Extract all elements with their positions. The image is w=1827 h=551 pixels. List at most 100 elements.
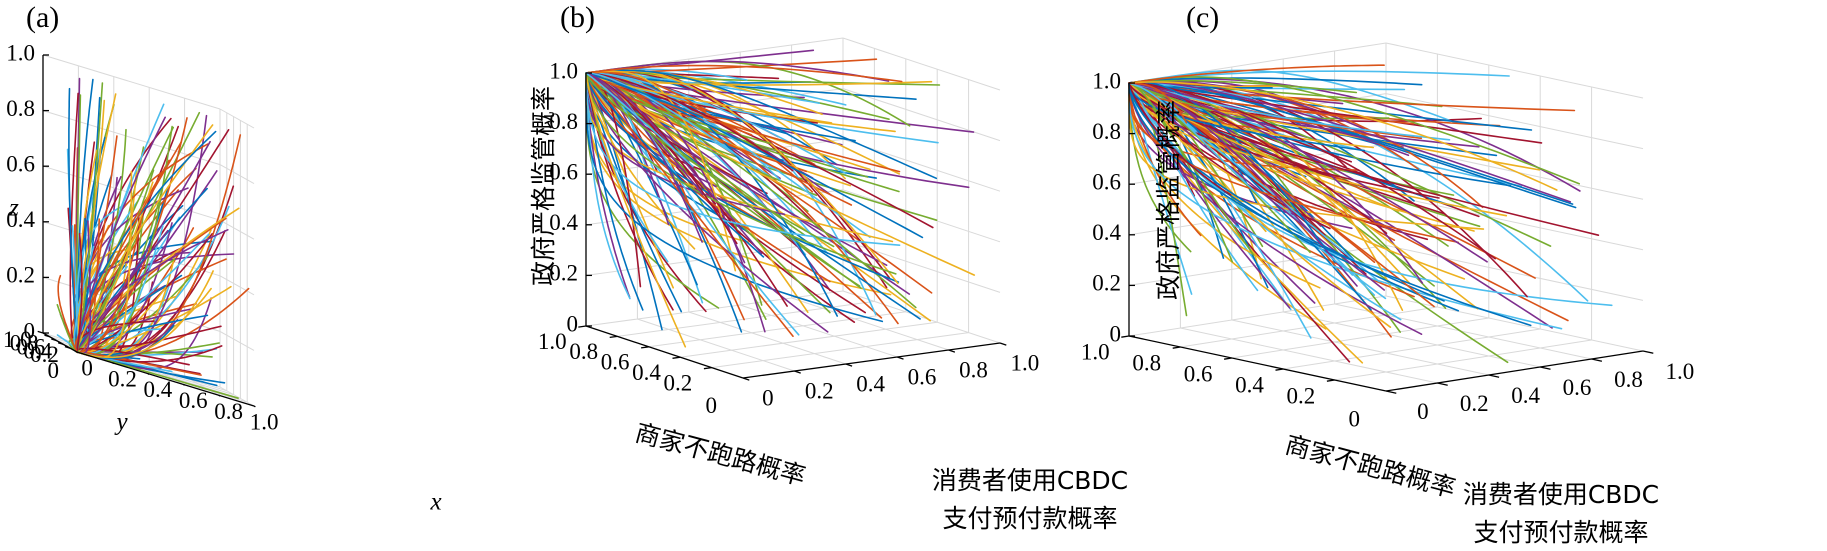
trajectory-series-132 bbox=[585, 64, 903, 83]
y-axis-line bbox=[585, 325, 744, 379]
trajectory-series-148 bbox=[1128, 82, 1232, 196]
trajectory-series-142 bbox=[1128, 82, 1366, 152]
x-axis-line bbox=[742, 342, 1001, 379]
y-tick-mark bbox=[44, 334, 50, 338]
trajectory-series-143 bbox=[585, 72, 757, 170]
grid-line bbox=[1128, 295, 1387, 337]
trajectory-series-118 bbox=[1128, 76, 1580, 185]
grid-line bbox=[42, 54, 221, 110]
y-axis-title: y bbox=[113, 409, 128, 436]
trajectory-series-128 bbox=[76, 351, 202, 376]
y-tick-mark bbox=[1275, 368, 1284, 371]
grid-line bbox=[219, 219, 255, 240]
z-tick-label: 0.8 bbox=[1092, 119, 1121, 144]
grid-line bbox=[1180, 306, 1438, 348]
grid-line bbox=[1283, 311, 1541, 368]
x-tick-label: 0 bbox=[81, 356, 93, 381]
trajectory-series-140 bbox=[585, 72, 833, 124]
y-tick-label: 0.2 bbox=[1287, 383, 1316, 408]
y-tick-label: 0.6 bbox=[17, 334, 46, 359]
trajectory-series-57 bbox=[585, 72, 631, 298]
x-axis-title-line2: 支付预付款概率 bbox=[942, 504, 1117, 533]
z-tick-label: 0.8 bbox=[549, 109, 578, 134]
z-tick-label: 0.6 bbox=[6, 151, 35, 176]
x-tick-label: 0 bbox=[762, 386, 774, 411]
trajectory-series-42 bbox=[1128, 69, 1457, 124]
trajectories bbox=[56, 77, 250, 399]
grid-line bbox=[219, 330, 255, 351]
panel-label: (b) bbox=[560, 1, 595, 34]
x-axis-title: x bbox=[429, 489, 441, 516]
trajectory-series-117 bbox=[76, 125, 173, 355]
x-tick-mark bbox=[896, 356, 904, 360]
x-tick-mark bbox=[218, 394, 221, 397]
trajectory-series-120 bbox=[585, 72, 786, 216]
trajectory-series-136 bbox=[1128, 82, 1460, 244]
trajectory-series-41 bbox=[1128, 82, 1192, 253]
z-tick-label: 1.0 bbox=[1092, 68, 1121, 93]
y-tick-label: 1.0 bbox=[538, 329, 567, 354]
x-tick-label: 1.0 bbox=[1665, 359, 1694, 384]
z-tick-label: 0 bbox=[24, 318, 36, 343]
x-tick-mark bbox=[1591, 358, 1603, 362]
z-tick-label: 0.4 bbox=[549, 210, 578, 235]
x-axis-line bbox=[1385, 350, 1644, 392]
grid-line bbox=[1283, 328, 1541, 370]
grid-line bbox=[1334, 303, 1592, 360]
z-tick-label: 0.2 bbox=[549, 261, 578, 286]
x-tick-mark bbox=[182, 383, 185, 386]
x-tick-mark bbox=[1540, 366, 1551, 370]
grid-line bbox=[842, 37, 1001, 91]
x-tick-label: 0.4 bbox=[144, 377, 173, 402]
x-axis-line bbox=[76, 351, 255, 407]
y-axis-title: 商家不跑路概率 bbox=[1282, 430, 1459, 503]
trajectory-series-149 bbox=[1128, 82, 1532, 327]
trajectory-series-99 bbox=[585, 60, 890, 82]
grid-line bbox=[1231, 317, 1489, 359]
trajectory-series-150 bbox=[76, 270, 214, 359]
trajectory-series-150 bbox=[585, 72, 694, 168]
z-tick-label: 1.0 bbox=[6, 40, 35, 65]
x-tick-mark bbox=[794, 370, 801, 374]
trajectory-series-83 bbox=[76, 203, 128, 353]
z-tick-label: 0.2 bbox=[1092, 271, 1121, 296]
trajectory-series-140 bbox=[1128, 82, 1451, 141]
grid-line bbox=[1385, 295, 1644, 352]
y-tick-label: 0 bbox=[48, 358, 60, 383]
x-tick-mark bbox=[112, 362, 115, 365]
trajectories bbox=[1128, 64, 1613, 364]
trajectory-series-133 bbox=[585, 72, 976, 276]
trajectory-series-149 bbox=[57, 274, 78, 353]
trajectory-series-124 bbox=[585, 69, 938, 180]
grid-line bbox=[585, 290, 844, 327]
x-tick-mark bbox=[999, 342, 1007, 346]
x-tick-label: 0.2 bbox=[108, 366, 137, 391]
x-tick-label: 0.6 bbox=[908, 365, 937, 390]
x-tick-label: 0.6 bbox=[1563, 375, 1592, 400]
x-axis-title-line1: 消费者使用CBDC bbox=[932, 466, 1128, 495]
grid-line bbox=[219, 108, 255, 129]
y-tick-mark bbox=[1326, 379, 1335, 382]
z-tick-label: 0 bbox=[1110, 321, 1122, 346]
panel-a: 0 0.2 0.4 0.6 0.8 1.00.20.40.60.81.0000.20.40… bbox=[3, 1, 442, 516]
trajectory-series-149 bbox=[585, 72, 835, 248]
grid-line bbox=[791, 297, 949, 351]
y-tick-label: 1.0 bbox=[3, 327, 32, 352]
panel-label: (a) bbox=[26, 1, 59, 34]
panel-label: (c) bbox=[1186, 1, 1219, 34]
grid-line bbox=[637, 318, 795, 372]
trajectory-series-122 bbox=[585, 72, 847, 175]
grid-line bbox=[219, 164, 255, 185]
trajectory-series-134 bbox=[68, 87, 78, 353]
x-tick-mark bbox=[845, 363, 853, 367]
axes-box bbox=[578, 72, 1007, 381]
y-tick-mark bbox=[64, 345, 71, 349]
trajectory-series-49 bbox=[585, 70, 900, 175]
panel-b: 0 0.2 0.4 0.6 0.8 1.00.20.40.60.81.0000.20.40… bbox=[529, 1, 1128, 533]
x-tick-mark bbox=[742, 377, 750, 381]
y-tick-label: 0 bbox=[706, 393, 718, 418]
x-tick-mark bbox=[1642, 350, 1654, 354]
trajectory-series-141 bbox=[1128, 82, 1600, 236]
z-axis-title: z bbox=[8, 195, 19, 222]
